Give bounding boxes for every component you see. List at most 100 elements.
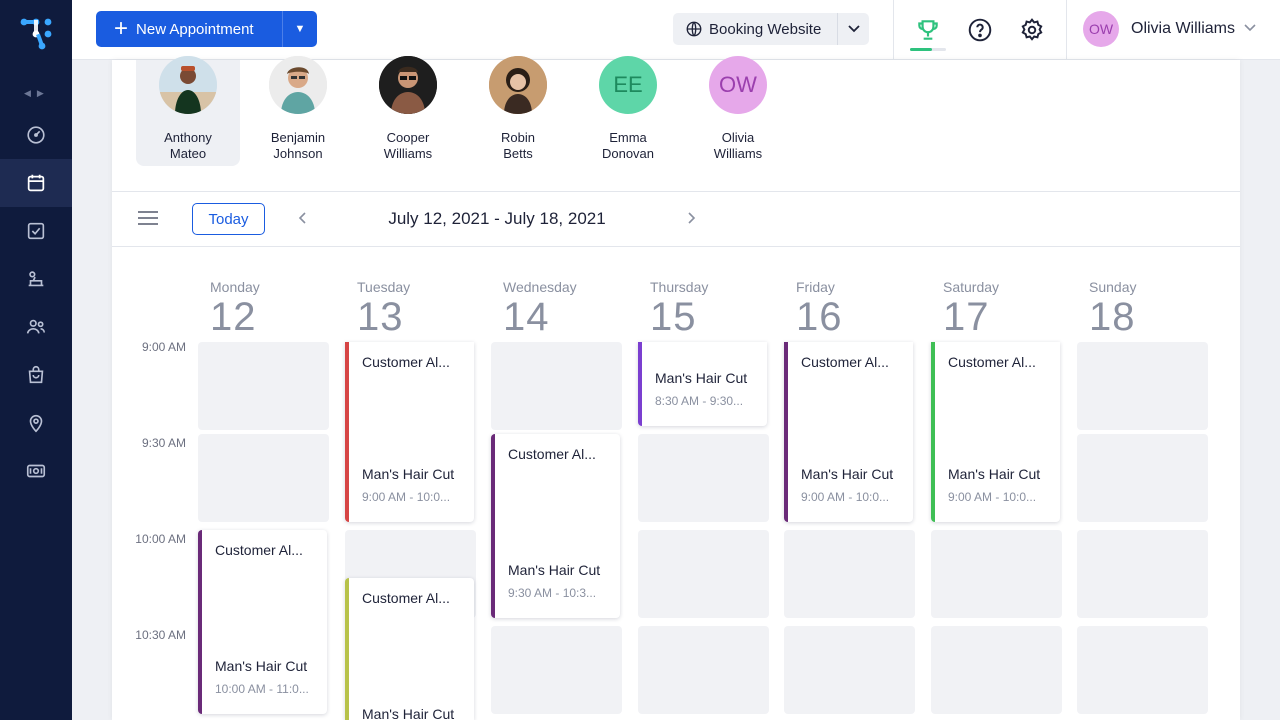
- menu-icon[interactable]: [138, 211, 158, 225]
- achievements-button[interactable]: [913, 15, 943, 45]
- staff-member[interactable]: OW Olivia Williams: [686, 56, 790, 166]
- trophy-icon: [918, 20, 938, 40]
- sidebar: ◀▶: [0, 0, 72, 720]
- user-name[interactable]: Olivia Williams: [1131, 20, 1235, 37]
- today-button[interactable]: Today: [192, 203, 265, 235]
- staff-avatar: [159, 56, 217, 114]
- time-slot[interactable]: [638, 530, 769, 618]
- appointment-time: 9:00 AM - 10:0...: [362, 490, 451, 504]
- appointment-customer: Customer Al...: [362, 354, 450, 370]
- dashboard-icon: [27, 126, 45, 144]
- day-header[interactable]: Sunday 18: [1089, 279, 1137, 339]
- time-slot[interactable]: [491, 626, 622, 714]
- chevron-down-icon[interactable]: [1244, 24, 1256, 32]
- appointment-card[interactable]: Man's Hair Cut 8:30 AM - 9:30...: [638, 342, 767, 426]
- time-slot[interactable]: [1077, 530, 1208, 618]
- booking-website-dropdown-button[interactable]: [837, 13, 869, 45]
- divider: [893, 0, 894, 60]
- help-icon: [968, 18, 992, 42]
- appointment-card[interactable]: Customer Al... Man's Hair Cut 9:00 AM - …: [931, 342, 1060, 522]
- settings-button[interactable]: [1017, 15, 1047, 45]
- appointment-time: 10:00 AM - 11:0...: [215, 682, 309, 696]
- appointment-service: Man's Hair Cut: [362, 706, 455, 720]
- appointment-service: Man's Hair Cut: [508, 562, 601, 578]
- appointment-customer: Customer Al...: [948, 354, 1036, 370]
- new-appointment-split-button: + New Appointment ▼: [96, 11, 317, 47]
- appointment-card[interactable]: Customer Al... Man's Hair Cut 9:00 AM - …: [345, 342, 474, 522]
- time-slot[interactable]: [638, 626, 769, 714]
- appointment-card[interactable]: Customer Al... Man's Hair Cut 10:00 AM -…: [198, 530, 327, 714]
- day-header[interactable]: Wednesday 14: [503, 279, 577, 339]
- calendar-panel: Anthony Mateo Benjamin Johnson Cooper Willi…: [112, 56, 1240, 720]
- person-photo-icon: [379, 56, 437, 114]
- staff-member[interactable]: Benjamin Johnson: [246, 56, 350, 166]
- payments-icon: [26, 464, 46, 478]
- day-header[interactable]: Tuesday 13: [357, 279, 411, 339]
- sidebar-item-customers[interactable]: [0, 303, 72, 351]
- time-slot[interactable]: [638, 434, 769, 522]
- time-slot[interactable]: [784, 530, 915, 618]
- day-header[interactable]: Thursday 15: [650, 279, 709, 339]
- time-label: 10:00 AM: [135, 532, 186, 546]
- appointment-card[interactable]: Customer Al... Man's Hair Cut 9:30 AM - …: [491, 434, 620, 618]
- sidebar-item-payments[interactable]: [0, 447, 72, 495]
- staff-name: Anthony Mateo: [164, 130, 212, 161]
- staff-name: Benjamin Johnson: [270, 130, 326, 161]
- achievement-progress-bar: [910, 48, 946, 51]
- staff-avatar: [379, 56, 437, 114]
- time-slot[interactable]: [1077, 434, 1208, 522]
- chevron-down-icon: [847, 25, 860, 33]
- sidebar-item-dashboard[interactable]: [0, 111, 72, 159]
- sidebar-item-tasks[interactable]: [0, 207, 72, 255]
- time-slot[interactable]: [931, 626, 1062, 714]
- appointment-card[interactable]: Customer Al... Man's Hair Cut 9:00 AM - …: [784, 342, 913, 522]
- gear-icon: [1021, 18, 1043, 41]
- time-slot[interactable]: [784, 626, 915, 714]
- help-button[interactable]: [965, 15, 995, 45]
- sidebar-item-calendar[interactable]: [0, 159, 72, 207]
- day-header[interactable]: Friday 16: [796, 279, 843, 339]
- chevron-left-icon[interactable]: [295, 210, 311, 226]
- booking-website-button[interactable]: Booking Website: [673, 13, 837, 45]
- day-header[interactable]: Saturday 17: [943, 279, 1000, 339]
- plus-icon: +: [114, 15, 129, 42]
- time-slot[interactable]: [931, 530, 1062, 618]
- chevron-right-icon[interactable]: [683, 210, 699, 226]
- sidebar-item-locations[interactable]: [0, 399, 72, 447]
- sidebar-item-services[interactable]: [0, 255, 72, 303]
- new-appointment-dropdown-button[interactable]: ▼: [282, 11, 317, 47]
- time-slot[interactable]: [198, 434, 329, 522]
- time-label: 10:30 AM: [135, 628, 186, 642]
- staff-member[interactable]: EE Emma Donovan: [576, 56, 680, 166]
- appointment-service: Man's Hair Cut: [215, 658, 308, 674]
- sidebar-item-products[interactable]: [0, 351, 72, 399]
- day-header[interactable]: Monday 12: [210, 279, 260, 339]
- user-avatar[interactable]: OW: [1083, 11, 1119, 47]
- time-slot[interactable]: [1077, 626, 1208, 714]
- new-appointment-button[interactable]: + New Appointment: [96, 11, 282, 47]
- staff-avatar: [489, 56, 547, 114]
- staff-avatar: OW: [709, 56, 767, 114]
- appointment-customer: Customer Al...: [362, 590, 450, 606]
- staff-member[interactable]: Robin Betts: [466, 56, 570, 166]
- date-range: July 12, 2021 - July 18, 2021: [388, 209, 606, 228]
- appointment-service: Man's Hair Cut: [362, 466, 455, 482]
- appointment-card[interactable]: Customer Al... Man's Hair Cut: [345, 578, 474, 720]
- staff-avatar: EE: [599, 56, 657, 114]
- calendar-icon: [27, 174, 45, 192]
- staff-name: Olivia Williams: [713, 130, 763, 161]
- services-icon: [28, 271, 44, 287]
- time-slot[interactable]: [1077, 342, 1208, 430]
- time-slot[interactable]: [491, 342, 622, 430]
- divider: [112, 246, 1240, 247]
- app-logo[interactable]: [18, 16, 54, 52]
- time-slot[interactable]: [198, 342, 329, 430]
- staff-name: Cooper Williams: [383, 130, 433, 161]
- divider: [1066, 0, 1067, 60]
- staff-member[interactable]: Cooper Williams: [356, 56, 460, 166]
- staff-name: Robin Betts: [501, 130, 535, 161]
- collapse-sidebar-icon[interactable]: ◀▶: [24, 88, 50, 98]
- locations-icon: [29, 414, 43, 433]
- new-appointment-label: New Appointment: [136, 20, 254, 38]
- staff-member[interactable]: Anthony Mateo: [136, 56, 240, 166]
